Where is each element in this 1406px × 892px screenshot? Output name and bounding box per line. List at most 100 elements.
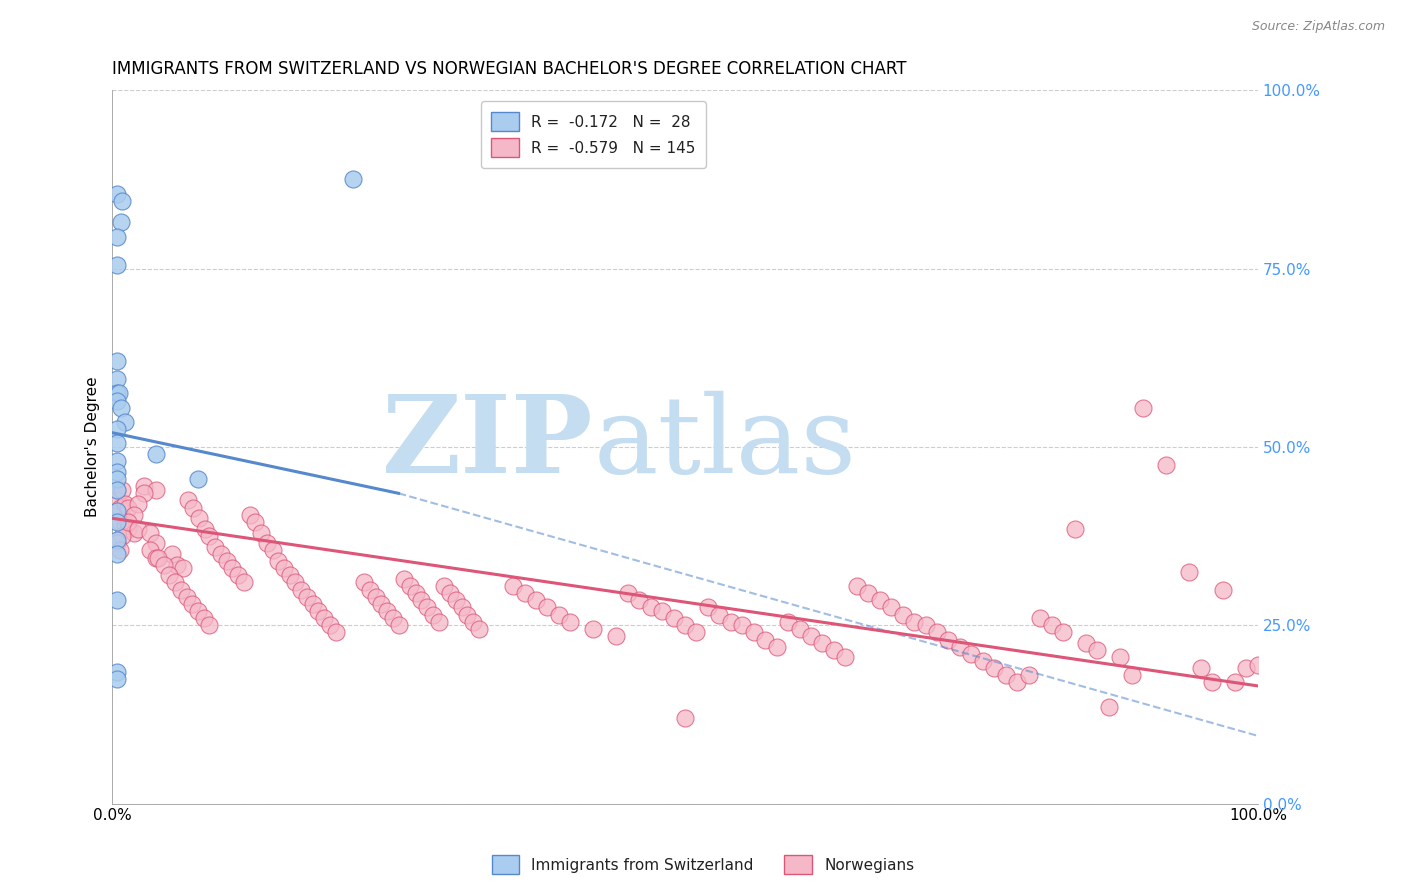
Point bbox=[114, 415, 136, 429]
Point bbox=[456, 607, 478, 622]
Point bbox=[353, 575, 375, 590]
Point bbox=[914, 618, 936, 632]
Point bbox=[325, 625, 347, 640]
Point bbox=[444, 593, 467, 607]
Point bbox=[267, 554, 290, 568]
Point bbox=[177, 493, 200, 508]
Point bbox=[640, 600, 662, 615]
Point bbox=[105, 665, 128, 679]
Point bbox=[949, 640, 972, 654]
Point bbox=[880, 600, 903, 615]
Point bbox=[176, 590, 198, 604]
Point bbox=[467, 622, 489, 636]
Point bbox=[1098, 700, 1121, 714]
Point bbox=[108, 500, 131, 515]
Point bbox=[731, 618, 754, 632]
Point bbox=[427, 615, 450, 629]
Point bbox=[145, 536, 167, 550]
Point bbox=[111, 483, 134, 497]
Point bbox=[312, 611, 335, 625]
Point bbox=[105, 547, 128, 561]
Point bbox=[811, 636, 834, 650]
Point bbox=[134, 486, 156, 500]
Point bbox=[105, 483, 128, 497]
Point bbox=[938, 632, 960, 647]
Point bbox=[105, 229, 128, 244]
Point bbox=[405, 586, 427, 600]
Point bbox=[720, 615, 742, 629]
Point bbox=[416, 600, 439, 615]
Point bbox=[685, 625, 707, 640]
Point bbox=[696, 600, 718, 615]
Point bbox=[823, 643, 845, 657]
Point bbox=[1201, 675, 1223, 690]
Point bbox=[1178, 565, 1201, 579]
Point bbox=[1109, 650, 1132, 665]
Point bbox=[114, 497, 136, 511]
Point bbox=[1121, 668, 1143, 682]
Point bbox=[399, 579, 422, 593]
Point bbox=[145, 483, 167, 497]
Point bbox=[110, 215, 132, 229]
Point bbox=[145, 550, 167, 565]
Point bbox=[450, 600, 472, 615]
Point bbox=[800, 629, 823, 643]
Point bbox=[117, 515, 139, 529]
Point bbox=[295, 590, 318, 604]
Point bbox=[105, 483, 128, 497]
Point bbox=[239, 508, 262, 522]
Point bbox=[105, 258, 128, 272]
Point bbox=[342, 172, 364, 186]
Point bbox=[105, 454, 128, 468]
Point bbox=[256, 536, 278, 550]
Text: Source: ZipAtlas.com: Source: ZipAtlas.com bbox=[1251, 20, 1385, 33]
Point bbox=[359, 582, 381, 597]
Point bbox=[105, 436, 128, 450]
Point bbox=[105, 533, 128, 547]
Point bbox=[114, 518, 136, 533]
Point bbox=[105, 504, 128, 518]
Point bbox=[673, 711, 696, 725]
Point bbox=[1247, 657, 1270, 672]
Point bbox=[122, 508, 145, 522]
Point bbox=[754, 632, 776, 647]
Text: atlas: atlas bbox=[593, 391, 856, 496]
Point bbox=[245, 515, 267, 529]
Point bbox=[193, 611, 215, 625]
Point bbox=[972, 654, 994, 668]
Point bbox=[152, 558, 174, 572]
Point bbox=[105, 672, 128, 686]
Text: ZIP: ZIP bbox=[382, 391, 593, 496]
Point bbox=[108, 386, 131, 401]
Point bbox=[127, 497, 149, 511]
Point bbox=[307, 604, 329, 618]
Point bbox=[160, 547, 183, 561]
Point bbox=[869, 593, 891, 607]
Point bbox=[194, 522, 217, 536]
Point bbox=[146, 550, 169, 565]
Point bbox=[502, 579, 524, 593]
Point bbox=[903, 615, 925, 629]
Point bbox=[616, 586, 638, 600]
Point bbox=[605, 629, 627, 643]
Point bbox=[105, 386, 128, 401]
Point bbox=[1029, 611, 1052, 625]
Point bbox=[209, 547, 232, 561]
Point bbox=[319, 618, 342, 632]
Point bbox=[960, 647, 983, 661]
Point bbox=[139, 543, 162, 558]
Point bbox=[145, 447, 167, 461]
Point bbox=[105, 372, 128, 386]
Point bbox=[215, 554, 238, 568]
Point bbox=[834, 650, 856, 665]
Point bbox=[628, 593, 651, 607]
Point bbox=[582, 622, 605, 636]
Point bbox=[117, 522, 139, 536]
Point bbox=[789, 622, 811, 636]
Point bbox=[536, 600, 558, 615]
Point bbox=[278, 568, 301, 582]
Point bbox=[165, 575, 187, 590]
Point bbox=[170, 582, 193, 597]
Point bbox=[560, 615, 582, 629]
Point bbox=[105, 593, 128, 607]
